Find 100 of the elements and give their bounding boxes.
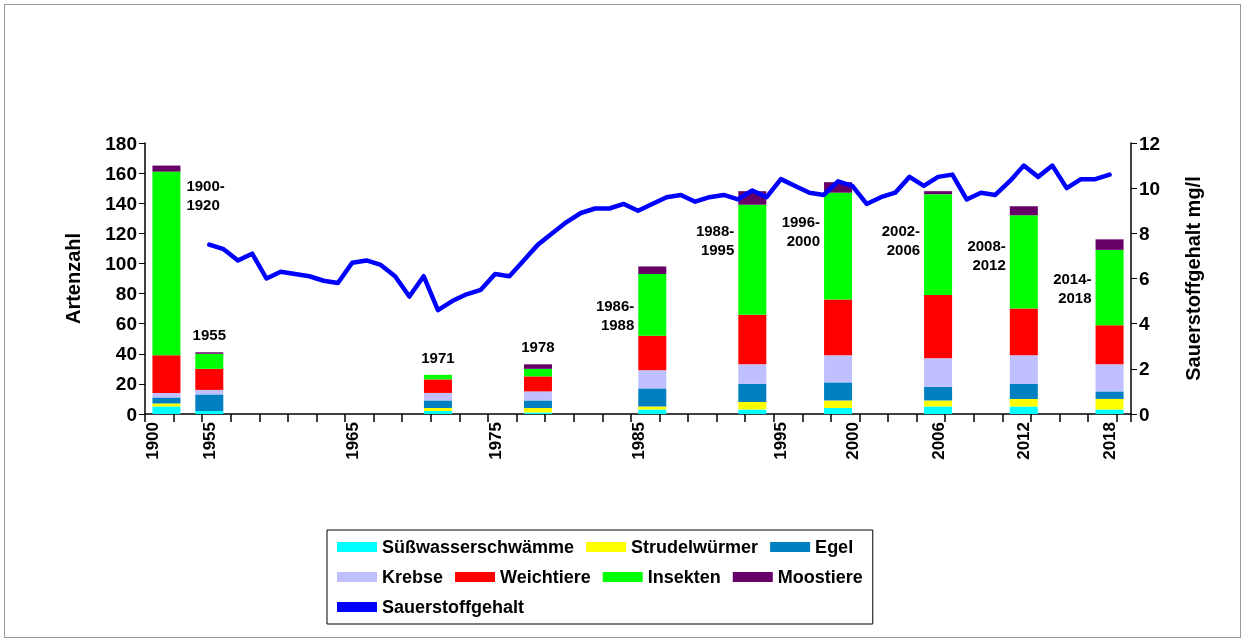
bar [423, 392, 452, 401]
x-tick-label: 2006 [928, 422, 948, 460]
bar [1095, 391, 1124, 399]
bar [195, 394, 224, 411]
bar [738, 401, 767, 410]
annotation: 1900-1920 [186, 176, 225, 213]
bar [1095, 249, 1124, 326]
y2-tick-label: 10 [1139, 177, 1161, 199]
bar [924, 386, 953, 401]
bar [924, 400, 953, 407]
bar [924, 295, 953, 359]
bar [638, 273, 667, 336]
bar [423, 379, 452, 393]
y2-tick-label: 12 [1139, 132, 1161, 154]
bar [152, 403, 181, 407]
bar [638, 335, 667, 371]
x-tick-label: 1975 [485, 422, 505, 460]
bar [1095, 325, 1124, 365]
y2-axis-title: Sauerstoffgehalt mg/l [1182, 176, 1204, 381]
bar [824, 382, 853, 401]
y-tick-label: 80 [115, 283, 137, 305]
bar [423, 407, 452, 411]
bar [523, 364, 552, 369]
bar [195, 353, 224, 369]
legend-label: Krebse [382, 567, 444, 587]
bar [738, 314, 767, 365]
y2-tick-label: 0 [1139, 403, 1150, 425]
bar [924, 191, 953, 195]
bar [152, 397, 181, 404]
x-tick-label: 1985 [628, 422, 648, 460]
bar [1095, 409, 1124, 414]
y2-tick-label: 8 [1139, 222, 1150, 244]
y-axis-title: Artenzahl [62, 232, 84, 325]
annotation: 1996-2000 [781, 213, 821, 250]
bar [152, 165, 181, 172]
bar [1095, 239, 1124, 250]
y-tick-label: 120 [105, 222, 137, 244]
bar [523, 368, 552, 377]
bar [1009, 215, 1038, 309]
annotation: 1986-1988 [595, 297, 635, 334]
y-tick-label: 0 [126, 403, 137, 425]
bar [1009, 355, 1038, 384]
x-tick-label: 2012 [1014, 422, 1034, 460]
bar [523, 376, 552, 392]
x-tick-label: 2000 [842, 422, 862, 460]
bar [924, 406, 953, 414]
x-tick-label: 1955 [199, 422, 219, 460]
annotation: 1978 [521, 338, 555, 356]
legend-label: Strudelwürmer [631, 537, 759, 557]
annotation: 1955 [192, 326, 226, 344]
bar [1009, 406, 1038, 414]
y-tick-label: 20 [115, 373, 137, 395]
bar [638, 388, 667, 407]
legend-label: Insekten [647, 567, 721, 587]
y-tick-label: 60 [115, 313, 137, 335]
y-tick-label: 160 [105, 162, 137, 184]
y2-tick-label: 6 [1139, 268, 1150, 289]
bar [924, 358, 953, 387]
bar [523, 400, 552, 408]
bar [824, 192, 853, 300]
y-tick-label: 180 [105, 132, 137, 154]
legend-label: Süßwasserschwämme [382, 537, 575, 557]
legend-label: Weichtiere [500, 567, 591, 587]
bar [638, 266, 667, 274]
bar [152, 406, 181, 414]
annotation: 1971 [421, 348, 455, 366]
bar [824, 355, 853, 383]
bar [738, 364, 767, 384]
annotation: 2014-2018 [1053, 270, 1092, 307]
bar [638, 409, 667, 414]
y-tick-label: 40 [115, 343, 137, 365]
bar [738, 383, 767, 402]
bar [638, 406, 667, 410]
legend-label: Sauerstoffgehalt [382, 597, 525, 617]
x-tick-label: 2018 [1100, 422, 1120, 460]
legend-label: Moostiere [777, 567, 863, 587]
bar [824, 400, 853, 408]
bar [824, 407, 853, 414]
bar [1095, 364, 1124, 392]
y2-tick-label: 2 [1139, 358, 1150, 380]
bar [738, 409, 767, 414]
x-tick-label: 1995 [771, 422, 791, 460]
bar [152, 355, 181, 393]
bar [924, 194, 953, 296]
bar [195, 368, 224, 390]
annotation: 2002-2006 [881, 222, 921, 259]
y-tick-label: 100 [105, 252, 137, 274]
bar [1009, 206, 1038, 216]
annotation: 2008-2012 [967, 237, 1006, 274]
bar [1009, 398, 1038, 407]
x-tick-label: 1900 [142, 422, 162, 460]
bar [638, 370, 667, 389]
bar [152, 171, 181, 356]
bar [195, 410, 224, 414]
x-tick-label: 1965 [342, 422, 362, 460]
bar [738, 204, 767, 315]
y2-tick-label: 4 [1139, 313, 1150, 335]
bar [423, 400, 452, 408]
bar [523, 391, 552, 401]
y-tick-label: 140 [105, 192, 137, 214]
